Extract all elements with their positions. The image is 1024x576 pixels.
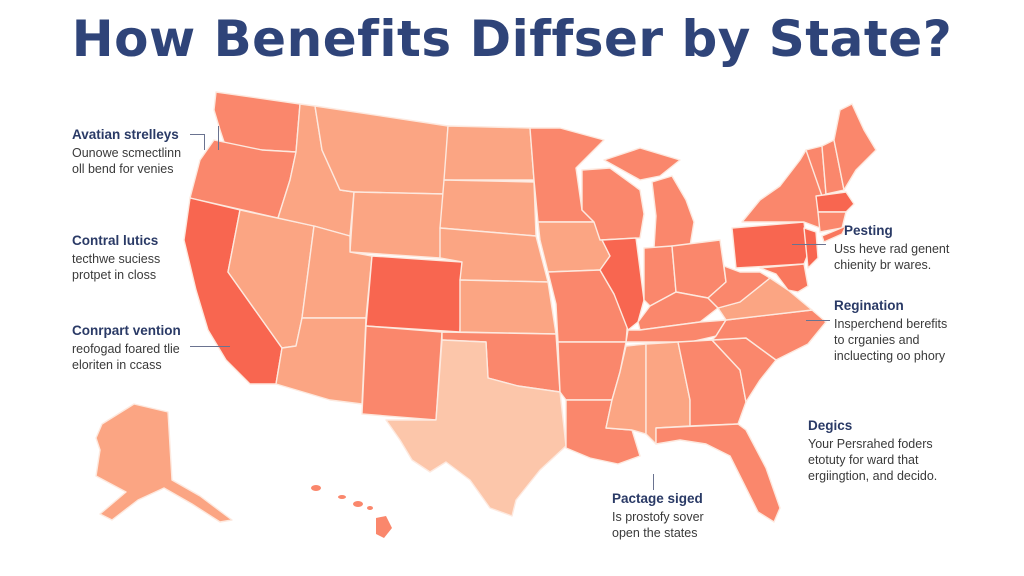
annotation-left-1: Avatian strelleys Ounowe scmectlinn oll … (72, 127, 181, 177)
annotation-heading: Regination (834, 298, 904, 313)
state-kansas[interactable] (459, 279, 557, 335)
state-michigan-upper[interactable] (603, 147, 681, 181)
state-colorado[interactable] (365, 255, 463, 333)
annotation-text: tecthwe suciess (72, 252, 161, 266)
state-long-island[interactable] (821, 225, 847, 243)
annotation-text: incluecting oo phory (834, 349, 946, 363)
annotation-right-3: Degics Your Persrahed foders etotuty for… (808, 418, 937, 484)
annotation-text: Your Persrahed foders (808, 437, 933, 451)
state-south-dakota[interactable] (439, 179, 537, 237)
state-maine[interactable] (833, 103, 877, 191)
annotation-text: Ounowe scmectlinn (72, 146, 182, 160)
state-florida[interactable] (655, 423, 781, 523)
state-wyoming[interactable] (349, 191, 445, 259)
annotation-heading: Degics (808, 418, 853, 433)
leader-line-left-1b (204, 134, 205, 150)
leader-line-left-3 (190, 346, 230, 347)
annotation-text: oll bend for venies (72, 162, 174, 176)
state-michigan[interactable] (651, 175, 695, 249)
state-maryland[interactable] (759, 263, 809, 293)
annotation-text: Is prostofy sover (612, 510, 704, 524)
annotation-heading: Pesting (844, 223, 893, 238)
annotation-text: etotuty for ward that (808, 453, 919, 467)
state-wisconsin[interactable] (581, 167, 645, 241)
annotation-text: protpet in closs (72, 268, 157, 282)
state-west-virginia[interactable] (707, 265, 771, 309)
state-texas[interactable] (385, 339, 567, 517)
annotation-text: open the states (612, 526, 698, 540)
state-pennsylvania[interactable] (731, 221, 809, 269)
annotation-left-2: Contral lutics tecthwe suciess protpet i… (72, 233, 160, 283)
state-massachusetts[interactable] (815, 191, 855, 213)
annotation-text: Uss heve rad genent (834, 242, 950, 256)
annotation-text: to crganies and (834, 333, 920, 347)
annotation-text: Insperchend berefits (834, 317, 948, 331)
annotation-right-2: Regination Insperchend berefits to crgan… (834, 298, 947, 364)
state-hawaii[interactable] (311, 485, 392, 538)
annotation-text: reofogad foared tlie (72, 342, 180, 356)
state-alaska[interactable] (95, 403, 233, 523)
leader-line-left-1 (190, 134, 204, 135)
state-new-jersey[interactable] (803, 227, 819, 269)
annotation-right-1: Pesting Uss heve rad genent chienity br … (834, 223, 949, 273)
annotation-bottom: Pactage siged Is prostofy sover open the… (612, 491, 704, 541)
annotation-text: eloriten in ccass (72, 358, 162, 372)
annotation-text: chienity br wares. (834, 258, 932, 272)
annotation-left-3: Conrpart vention reofogad foared tlie el… (72, 323, 181, 373)
annotation-heading: Contral lutics (72, 233, 159, 248)
annotation-heading: Pactage siged (612, 491, 703, 506)
leader-line-left-1c (218, 126, 219, 150)
annotation-heading: Conrpart vention (72, 323, 181, 338)
leader-line-bottom (653, 474, 654, 490)
state-north-dakota[interactable] (443, 125, 535, 181)
leader-line-right-1 (792, 244, 826, 245)
leader-line-right-2 (806, 320, 830, 321)
page-title: How Benefits Diffser by State? (71, 10, 953, 68)
annotation-text: ergiingtion, and decido. (808, 469, 938, 483)
annotation-heading: Avatian strelleys (72, 127, 179, 142)
state-new-mexico[interactable] (361, 325, 443, 421)
state-mississippi[interactable] (605, 343, 647, 435)
